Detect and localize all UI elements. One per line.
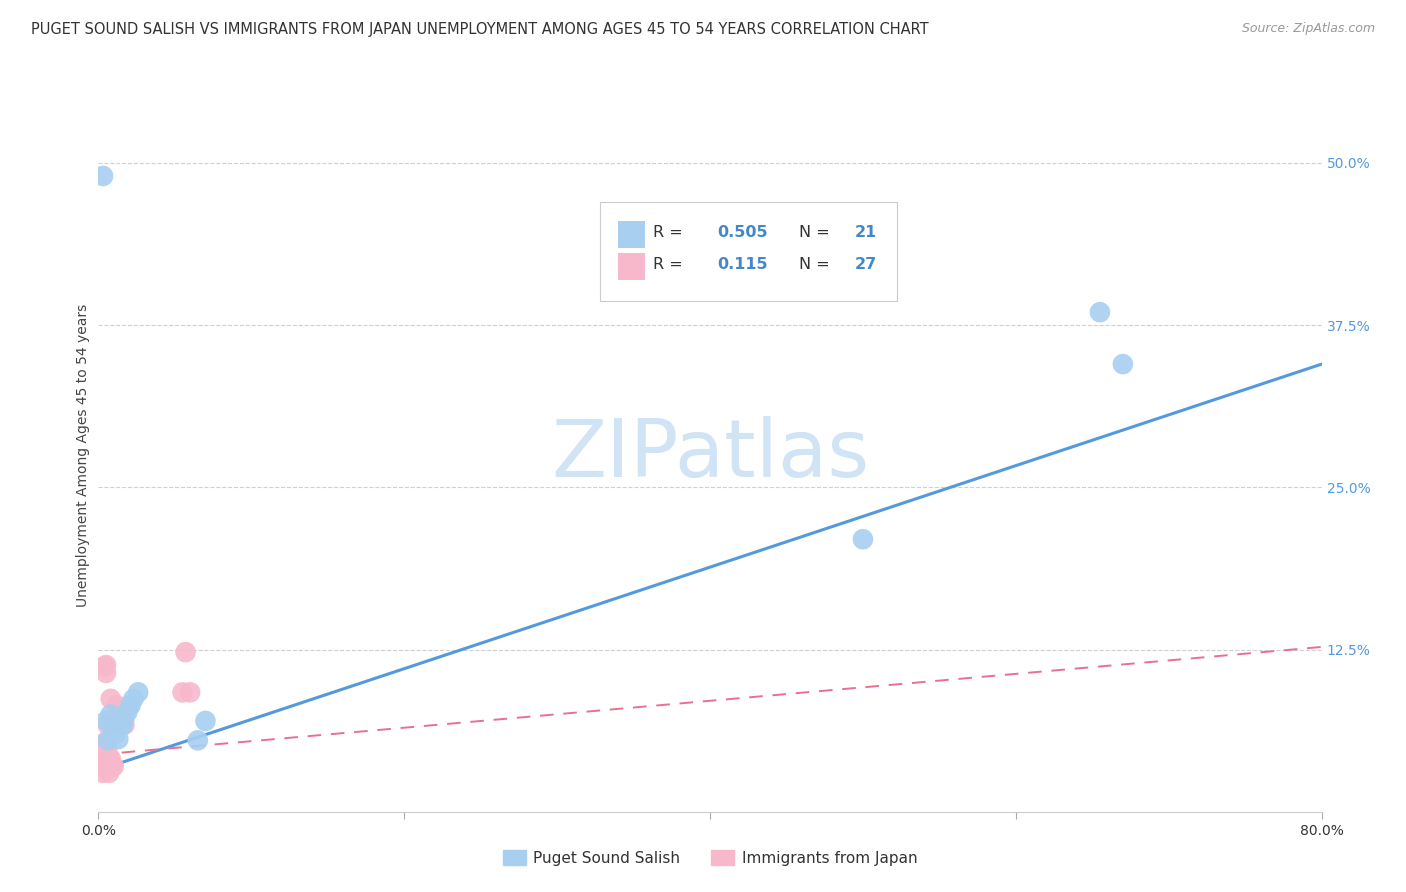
- Text: Source: ZipAtlas.com: Source: ZipAtlas.com: [1241, 22, 1375, 36]
- Point: [93, 759, 115, 773]
- Text: ZIPatlas: ZIPatlas: [551, 416, 869, 494]
- FancyBboxPatch shape: [619, 253, 645, 280]
- Point: [93, 751, 115, 765]
- Point: [103, 759, 125, 773]
- Point: [194, 714, 217, 728]
- Point: [852, 533, 875, 547]
- Text: 0.505: 0.505: [717, 225, 768, 240]
- Point: [112, 718, 135, 732]
- Point: [174, 645, 197, 659]
- Legend: Puget Sound Salish, Immigrants from Japan: Puget Sound Salish, Immigrants from Japa…: [496, 844, 924, 871]
- Point: [91, 169, 114, 183]
- Text: 21: 21: [855, 225, 876, 240]
- Point: [187, 733, 209, 747]
- Point: [94, 759, 117, 773]
- Point: [103, 724, 125, 739]
- Text: 0.115: 0.115: [717, 257, 768, 272]
- Point: [97, 739, 120, 754]
- Point: [122, 691, 145, 706]
- Point: [100, 707, 122, 722]
- Point: [127, 685, 149, 699]
- Point: [1112, 357, 1135, 371]
- Point: [100, 751, 122, 765]
- Point: [105, 716, 128, 731]
- Point: [179, 685, 201, 699]
- Point: [94, 714, 117, 728]
- Point: [89, 753, 111, 767]
- Text: R =: R =: [652, 257, 693, 272]
- FancyBboxPatch shape: [600, 202, 897, 301]
- Point: [97, 733, 120, 747]
- Point: [112, 711, 135, 725]
- Point: [105, 698, 128, 713]
- Text: N =: N =: [800, 225, 835, 240]
- Text: R =: R =: [652, 225, 688, 240]
- Point: [98, 765, 121, 780]
- Text: 27: 27: [855, 257, 876, 272]
- Point: [100, 691, 122, 706]
- Point: [91, 745, 114, 759]
- Point: [110, 718, 132, 732]
- Text: N =: N =: [800, 257, 835, 272]
- Point: [1088, 305, 1111, 319]
- Point: [94, 658, 117, 673]
- Point: [107, 732, 129, 747]
- Point: [87, 745, 110, 759]
- Point: [104, 727, 127, 741]
- Point: [110, 711, 132, 725]
- Point: [101, 714, 124, 728]
- Point: [94, 665, 117, 680]
- Y-axis label: Unemployment Among Ages 45 to 54 years: Unemployment Among Ages 45 to 54 years: [76, 303, 90, 607]
- Point: [93, 659, 115, 673]
- Text: PUGET SOUND SALISH VS IMMIGRANTS FROM JAPAN UNEMPLOYMENT AMONG AGES 45 TO 54 YEA: PUGET SOUND SALISH VS IMMIGRANTS FROM JA…: [31, 22, 928, 37]
- Point: [90, 759, 112, 773]
- Point: [97, 718, 120, 732]
- Point: [120, 698, 142, 713]
- Point: [91, 765, 114, 780]
- Point: [90, 737, 112, 751]
- Point: [117, 705, 139, 719]
- Point: [98, 751, 121, 765]
- Point: [118, 698, 141, 713]
- Point: [101, 759, 124, 773]
- Point: [111, 718, 134, 732]
- Point: [172, 685, 194, 699]
- FancyBboxPatch shape: [619, 221, 645, 248]
